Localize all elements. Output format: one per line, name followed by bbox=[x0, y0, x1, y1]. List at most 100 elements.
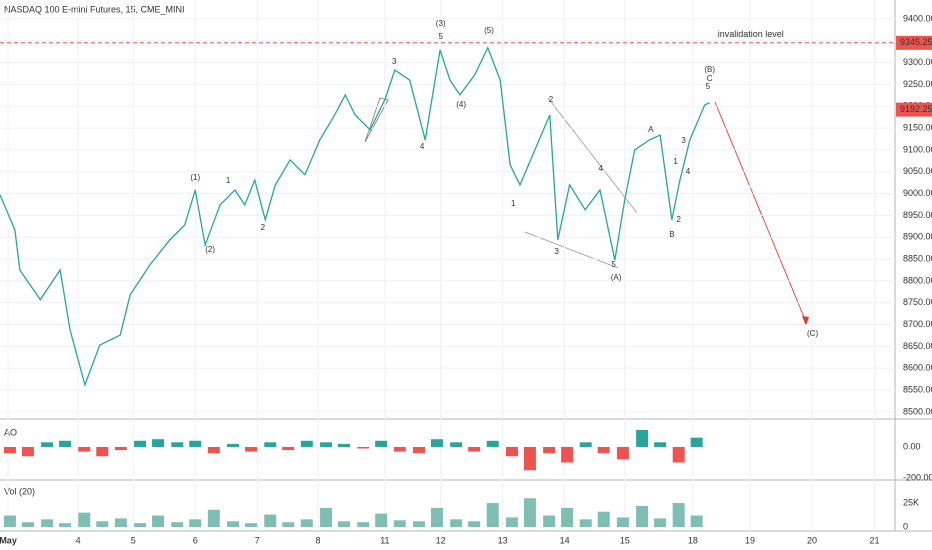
histogram-bar bbox=[486, 503, 499, 527]
histogram-bar bbox=[114, 446, 127, 451]
pane-title: Vol (20) bbox=[4, 486, 35, 496]
histogram-bar bbox=[134, 440, 147, 447]
y-tick-label: 9300.00 bbox=[903, 57, 932, 67]
x-tick-label: 6 bbox=[193, 535, 198, 545]
last-price-badge bbox=[896, 102, 932, 117]
histogram-bar bbox=[690, 515, 703, 527]
wave-label: 2 bbox=[676, 215, 681, 224]
x-tick-label: 18 bbox=[688, 535, 698, 545]
histogram-bar bbox=[654, 518, 667, 527]
histogram-bar bbox=[543, 515, 556, 527]
histogram-bar bbox=[357, 522, 370, 527]
projection-arrow bbox=[714, 101, 807, 323]
histogram-bar bbox=[227, 443, 240, 447]
histogram-bar bbox=[672, 503, 685, 527]
histogram-bar bbox=[412, 446, 425, 454]
histogram-bar bbox=[375, 440, 388, 447]
y-tick-label: 8650.00 bbox=[903, 341, 932, 351]
histogram-bar bbox=[468, 446, 481, 452]
y-tick-label: 8600.00 bbox=[903, 363, 932, 373]
histogram-bar bbox=[300, 519, 313, 527]
histogram-bar bbox=[227, 521, 240, 527]
histogram-bar bbox=[207, 509, 220, 527]
y-tick-label: 8850.00 bbox=[903, 253, 932, 263]
x-tick-label: 21 bbox=[870, 535, 880, 545]
histogram-bar bbox=[337, 443, 350, 447]
x-tick-label: 4 bbox=[76, 535, 81, 545]
price-line bbox=[0, 46, 710, 387]
x-tick-label: 19 bbox=[745, 535, 755, 545]
wave-label: 5 bbox=[438, 32, 443, 41]
y-tick-label: 8500.00 bbox=[903, 406, 932, 416]
y-tick-label: 9400.00 bbox=[903, 13, 932, 23]
y-tick-label: 8750.00 bbox=[903, 297, 932, 307]
histogram-bar bbox=[171, 442, 184, 447]
histogram-bar bbox=[114, 518, 127, 527]
wave-label: (A) bbox=[611, 273, 622, 282]
histogram-bar bbox=[41, 519, 54, 527]
x-tick-label: 20 bbox=[807, 535, 817, 545]
wave-label: 1 bbox=[673, 157, 678, 166]
histogram-bar bbox=[430, 507, 443, 527]
histogram-bar bbox=[282, 446, 295, 451]
histogram-bar bbox=[505, 446, 518, 457]
histogram-bar bbox=[412, 521, 425, 527]
histogram-bar bbox=[543, 446, 556, 454]
histogram-bar bbox=[393, 446, 406, 452]
wave-label: 2 bbox=[549, 95, 554, 104]
histogram-bar bbox=[561, 446, 574, 463]
wave-label: (3) bbox=[436, 19, 446, 28]
histogram-bar bbox=[690, 437, 703, 447]
histogram-bar bbox=[523, 498, 536, 527]
y-tick-label: 25K bbox=[903, 497, 919, 507]
y-tick-label: 9100.00 bbox=[903, 144, 932, 154]
wave-label: (B) bbox=[704, 65, 715, 74]
histogram-bar bbox=[264, 442, 277, 447]
histogram-bar bbox=[636, 505, 649, 527]
histogram-bar bbox=[505, 517, 518, 527]
pane-title: AO bbox=[4, 427, 17, 437]
histogram-bar bbox=[171, 522, 184, 527]
invalidation-price-badge-text: 9345.25 bbox=[900, 37, 932, 47]
histogram-bar bbox=[579, 442, 592, 447]
y-tick-label: 0.00 bbox=[903, 441, 921, 451]
x-tick-label: 15 bbox=[620, 535, 630, 545]
y-tick-label: 9050.00 bbox=[903, 166, 932, 176]
wave-label: (4) bbox=[456, 100, 466, 109]
histogram-bar bbox=[78, 512, 91, 527]
wave-label: 1 bbox=[226, 176, 231, 185]
histogram-bar bbox=[245, 523, 258, 527]
x-tick-label: May bbox=[0, 535, 17, 545]
y-tick-label: -200.00 bbox=[903, 472, 932, 482]
invalidation-label: invalidation level bbox=[718, 29, 784, 39]
histogram-bar bbox=[561, 507, 574, 527]
histogram-bar bbox=[282, 522, 295, 527]
histogram-bar bbox=[189, 440, 202, 447]
histogram-bar bbox=[523, 446, 536, 471]
wave-label: 5 bbox=[706, 82, 711, 91]
histogram-bar bbox=[672, 446, 685, 463]
histogram-bar bbox=[3, 515, 16, 527]
histogram-bar bbox=[152, 515, 165, 527]
triangle-drawing bbox=[364, 97, 389, 143]
histogram-bar bbox=[450, 519, 463, 527]
y-tick-label: 9000.00 bbox=[903, 188, 932, 198]
histogram-bar bbox=[320, 442, 333, 447]
histogram-bar bbox=[597, 446, 610, 454]
histogram-bar bbox=[654, 442, 667, 447]
wedge-line bbox=[524, 231, 619, 269]
x-tick-label: 11 bbox=[380, 535, 389, 545]
histogram-bar bbox=[357, 446, 370, 449]
wave-label: 4 bbox=[420, 142, 425, 151]
histogram-bar bbox=[96, 446, 109, 457]
histogram-bar bbox=[616, 446, 629, 460]
histogram-bar bbox=[21, 446, 34, 457]
y-tick-label: 9150.00 bbox=[903, 122, 932, 132]
histogram-bar bbox=[616, 517, 629, 527]
x-tick-label: 14 bbox=[560, 535, 570, 545]
histogram-bar bbox=[78, 446, 91, 452]
wave-label: 4 bbox=[686, 167, 691, 176]
wave-label: 2 bbox=[261, 223, 266, 232]
histogram-bar bbox=[134, 523, 147, 527]
y-tick-label: 0 bbox=[903, 521, 908, 531]
